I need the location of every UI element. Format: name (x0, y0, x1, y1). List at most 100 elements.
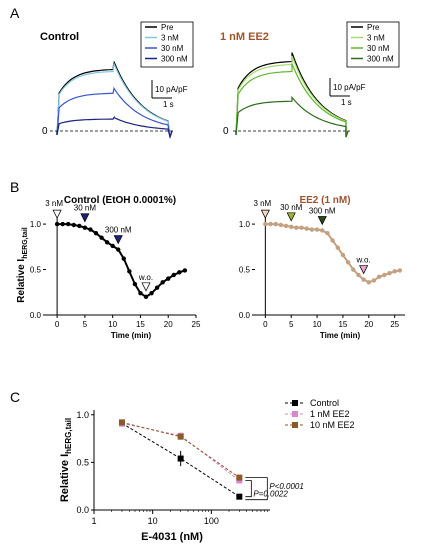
zero-label-right: 0 (223, 126, 229, 137)
y-tick-label: 0.0 (30, 311, 42, 320)
data-point (309, 227, 315, 232)
panel-letter-c: C (10, 389, 20, 405)
data-point (66, 221, 71, 227)
y-tick-label: 1.0 (76, 410, 89, 420)
x-tick-label: 1 (91, 516, 96, 526)
legend-label: 1 nM EE2 (310, 409, 350, 419)
x-tick-label: 100 (204, 516, 219, 526)
current-trace (235, 55, 349, 138)
current-trace (56, 61, 173, 138)
data-point (366, 280, 371, 285)
data-point (382, 272, 387, 278)
y-tick-label: 0.0 (76, 505, 89, 515)
data-point (371, 278, 377, 283)
legend-label: Pre (367, 23, 380, 32)
data-point (154, 285, 160, 290)
x-tick-label: 20 (364, 320, 373, 329)
data-point (325, 230, 330, 236)
legend-label: 30 nM (161, 44, 184, 53)
series-line (57, 223, 186, 298)
data-point (149, 290, 154, 296)
annotation-label: 3 nM (45, 199, 63, 208)
panel-letter-b: B (10, 179, 19, 195)
scale-time-left: 1 s (163, 100, 174, 109)
annotation-label: w.o. (138, 273, 153, 282)
x-tick-label: 25 (390, 320, 399, 329)
legend-swatch-marker (292, 411, 298, 417)
data-point (236, 474, 243, 481)
series-line (121, 422, 240, 498)
y-axis-label: Relative IhERG,tail (59, 418, 73, 502)
annotation-label: w.o. (356, 256, 371, 265)
x-tick-label: 0 (55, 320, 60, 329)
data-point (294, 225, 299, 230)
timecourse-control-chart: 0 5 10 15 20 25 0.0 0.5 1.0 Time (min) Relative Ih… (16, 199, 201, 340)
legend-label: Control (310, 398, 339, 408)
y-tick-label: 0.5 (239, 266, 251, 275)
significance-label: P<0.0001 (269, 482, 303, 491)
data-point (60, 221, 65, 227)
data-point (299, 225, 304, 230)
data-point (283, 223, 289, 229)
panel-b-right-title: EE2 (1 nM) (299, 195, 350, 206)
data-point (236, 493, 243, 500)
data-point (361, 277, 366, 282)
data-point (118, 419, 125, 426)
x-axis-label: Time (min) (111, 331, 152, 340)
data-point (77, 223, 82, 229)
data-point (116, 247, 121, 252)
data-point (138, 290, 143, 296)
control-current-traces (56, 61, 173, 140)
y-tick-label: 0.0 (239, 311, 251, 320)
x-tick-label: 15 (136, 320, 145, 329)
legend-label: 300 nM (161, 55, 188, 64)
x-tick-label: 5 (83, 320, 88, 329)
arrowhead-marker (80, 213, 90, 223)
series-line (265, 223, 400, 284)
legend-swatch-marker (292, 400, 298, 406)
y-tick-label: 0.5 (76, 457, 89, 467)
data-point (278, 222, 284, 228)
arrowhead-marker (317, 216, 327, 226)
panel-a-right-title: 1 nM EE2 (220, 31, 269, 43)
x-tick-label: 10 (148, 516, 158, 526)
data-point (392, 269, 397, 274)
legend-label: 30 nM (367, 44, 390, 53)
data-point (376, 274, 382, 280)
data-point (356, 272, 361, 278)
current-trace (56, 61, 173, 138)
y-tick-label: 1.0 (30, 220, 42, 229)
data-point (171, 272, 176, 278)
annotation-label: 3 nM (253, 199, 271, 208)
data-point (340, 252, 346, 258)
annotation-label: 300 nM (309, 206, 336, 215)
data-point (132, 281, 138, 287)
y-tick-label: 1.0 (239, 220, 251, 229)
annotation-label: 300 nM (105, 226, 132, 235)
arrowhead-marker (260, 209, 270, 219)
significance-bracket-outer (245, 477, 268, 501)
data-point (127, 269, 132, 274)
x-tick-label: 10 (313, 320, 322, 329)
data-point (82, 225, 88, 230)
arrowhead-marker (286, 212, 296, 222)
data-point (330, 238, 335, 243)
current-trace (235, 95, 349, 138)
data-point (121, 256, 126, 261)
data-point (335, 245, 340, 250)
data-point (177, 270, 182, 275)
current-trace (56, 115, 173, 140)
current-trace (235, 63, 349, 138)
scale-time-right: 1 s (341, 98, 352, 107)
timecourse-ee2-chart: 0 5 10 15 20 25 0.0 0.5 1.0 Time (min) 3 nM 30 nM 30… (239, 199, 405, 340)
data-point (268, 221, 273, 227)
ee2-current-traces (235, 52, 349, 138)
panel-a-left-title: Control (40, 31, 79, 43)
data-point (177, 433, 184, 440)
x-axis-label: Time (min) (320, 331, 361, 340)
arrowhead-marker (359, 265, 369, 275)
arrowhead-marker (141, 282, 151, 292)
zero-label-left: 0 (42, 126, 48, 137)
